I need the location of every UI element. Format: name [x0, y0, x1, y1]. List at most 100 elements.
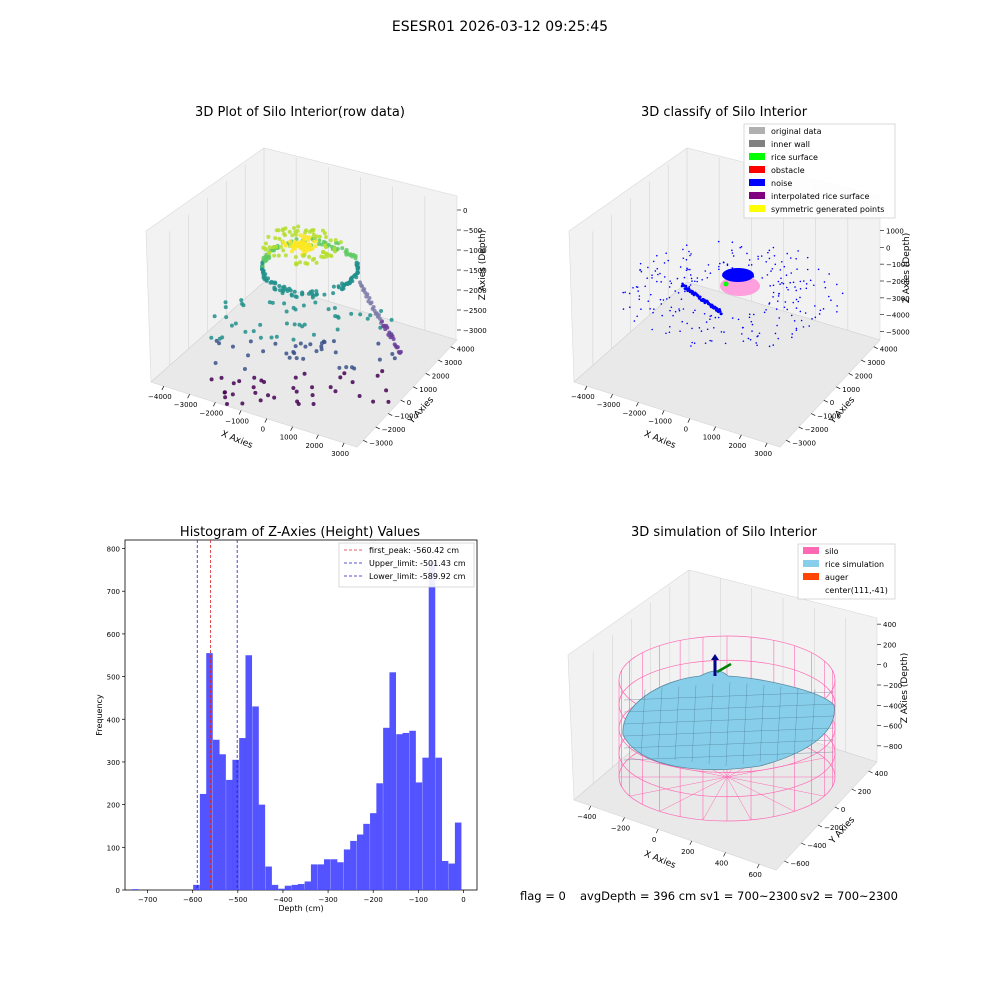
plot2-legend-label: inner wall — [771, 140, 810, 149]
plot1-xtick-mark — [161, 385, 165, 391]
plot1-point — [272, 285, 277, 290]
plot2-noise-point — [814, 305, 816, 307]
plot1-ytick-mark — [413, 386, 418, 390]
plot2-legend-label: original data — [771, 127, 822, 136]
plot1-ztick-label: −3000 — [463, 327, 487, 335]
plot1-point — [264, 278, 269, 283]
plot4-silo-base-spoke — [726, 776, 825, 797]
histogram-xticks: −700 −600 −500 −400 −300 −200 −100 0 — [138, 890, 466, 904]
plot1-point — [209, 335, 214, 340]
plot4-ytick-label: 200 — [858, 788, 871, 796]
plot2-noise-point — [776, 324, 778, 327]
plot2-noise-point — [668, 286, 671, 288]
plot2-noise-point — [757, 255, 759, 258]
plot4-legend-swatch — [803, 573, 819, 580]
plot4-ytick-mark — [834, 806, 840, 810]
histogram-bar — [383, 727, 390, 890]
plot2-legend-swatch — [749, 166, 765, 173]
plot1-point — [379, 309, 384, 314]
plot1-point — [224, 402, 229, 407]
plot1-point — [283, 226, 288, 231]
plot2-xticks: −4000−3000−2000−1000 0 1000 2000 3000 — [571, 385, 772, 458]
plot2-ytick-mark — [873, 346, 878, 349]
plot1-point — [358, 312, 363, 317]
plot1-point — [296, 224, 301, 229]
plot1-point — [213, 361, 218, 366]
histogram-bar — [252, 706, 259, 890]
plot1-point — [389, 317, 394, 322]
plot2-noise-point — [787, 288, 789, 291]
histogram-bar — [363, 823, 370, 890]
plot1-point — [292, 289, 297, 294]
plot4-title: 3D simulation of Silo Interior — [631, 525, 818, 540]
plot2-noise-point — [690, 345, 692, 347]
plot1-point — [306, 246, 311, 251]
plot2-xtick-label: −3000 — [597, 401, 621, 409]
plot4-rice-mesh-line — [623, 751, 835, 761]
plot1-xtick-mark — [290, 426, 293, 431]
plot2-noise-point — [682, 257, 685, 260]
plot1-point — [230, 392, 235, 397]
plot1-point — [338, 240, 343, 245]
plot2-noise-point — [683, 276, 686, 279]
plot2-noise-point — [710, 340, 713, 342]
plot2-noise-point — [662, 299, 665, 301]
plot2-noise-point — [805, 287, 808, 290]
plot1-point — [248, 339, 253, 344]
plot2-noise-point — [676, 277, 679, 280]
plot2-legend-label: interpolated rice surface — [771, 192, 869, 201]
plot1-point — [293, 375, 298, 380]
plot2-noise-point — [624, 291, 626, 294]
plot1-point — [283, 243, 288, 248]
histogram-bar — [206, 653, 213, 890]
plot2-noise-point — [689, 254, 691, 257]
plot2-noise-point — [656, 267, 659, 270]
histogram-bar — [278, 888, 285, 890]
plot1-xtick-label: −1000 — [225, 417, 249, 425]
plot1-yticks: −3000 −2000 −1000 0 1000 2000 3000 4000 — [363, 346, 475, 447]
plot1-ytick-mark — [425, 373, 430, 376]
plot1-point — [333, 314, 338, 319]
plot2-noise-point — [746, 252, 748, 255]
plot2-noise-point — [722, 261, 725, 264]
plot1-point — [303, 261, 308, 266]
plot1-point — [289, 293, 294, 298]
plot2-noise-point — [774, 332, 777, 335]
plot1-point — [375, 373, 380, 378]
histogram-bar — [428, 561, 436, 890]
plot1-point — [357, 394, 362, 399]
plot1-point — [368, 313, 373, 318]
plot2-noise-point — [719, 262, 721, 265]
plot1-point — [314, 289, 319, 294]
plot4-auger-arm — [716, 662, 732, 674]
plot2-noise-point — [756, 335, 758, 338]
footer-sv2: sv2 = 700~2300 — [800, 889, 898, 903]
plot4-rice-mesh-line — [691, 684, 697, 763]
plot4-rice-mesh-line — [623, 739, 835, 749]
plot2-xtick-mark — [713, 426, 716, 431]
plot4-silo-base-spoke — [726, 776, 795, 812]
histogram-bar — [448, 863, 456, 890]
plot2-noise-point — [795, 298, 798, 301]
plot2-noise-point — [817, 268, 820, 271]
plot4-silo-base-spoke — [629, 776, 728, 797]
plot2-noise-point — [646, 277, 649, 279]
plot4-ytick-label: 400 — [875, 770, 888, 778]
plot2-noise-point — [689, 284, 692, 286]
plot1-ytick-label: 0 — [407, 399, 411, 407]
plot1-point — [369, 300, 374, 305]
plot2-noise-point — [742, 340, 745, 342]
plot2-noise-point — [706, 276, 709, 279]
plot1-point — [263, 241, 268, 246]
plot2-ytick-mark — [861, 359, 866, 363]
histogram-legend: first_peak: -560.42 cm Upper_limit: -501.… — [338, 542, 475, 588]
plot4-xtick-mark — [588, 805, 592, 810]
plot1-point — [314, 349, 319, 354]
plot2-noise-point — [748, 264, 750, 267]
plot2-noise-point — [652, 260, 655, 263]
plot2-xtick-mark — [739, 434, 742, 439]
plot2-noise-point — [752, 313, 755, 316]
plot1-point — [333, 237, 338, 242]
plot1-point — [321, 339, 326, 344]
plot2-noise-point — [806, 268, 809, 271]
